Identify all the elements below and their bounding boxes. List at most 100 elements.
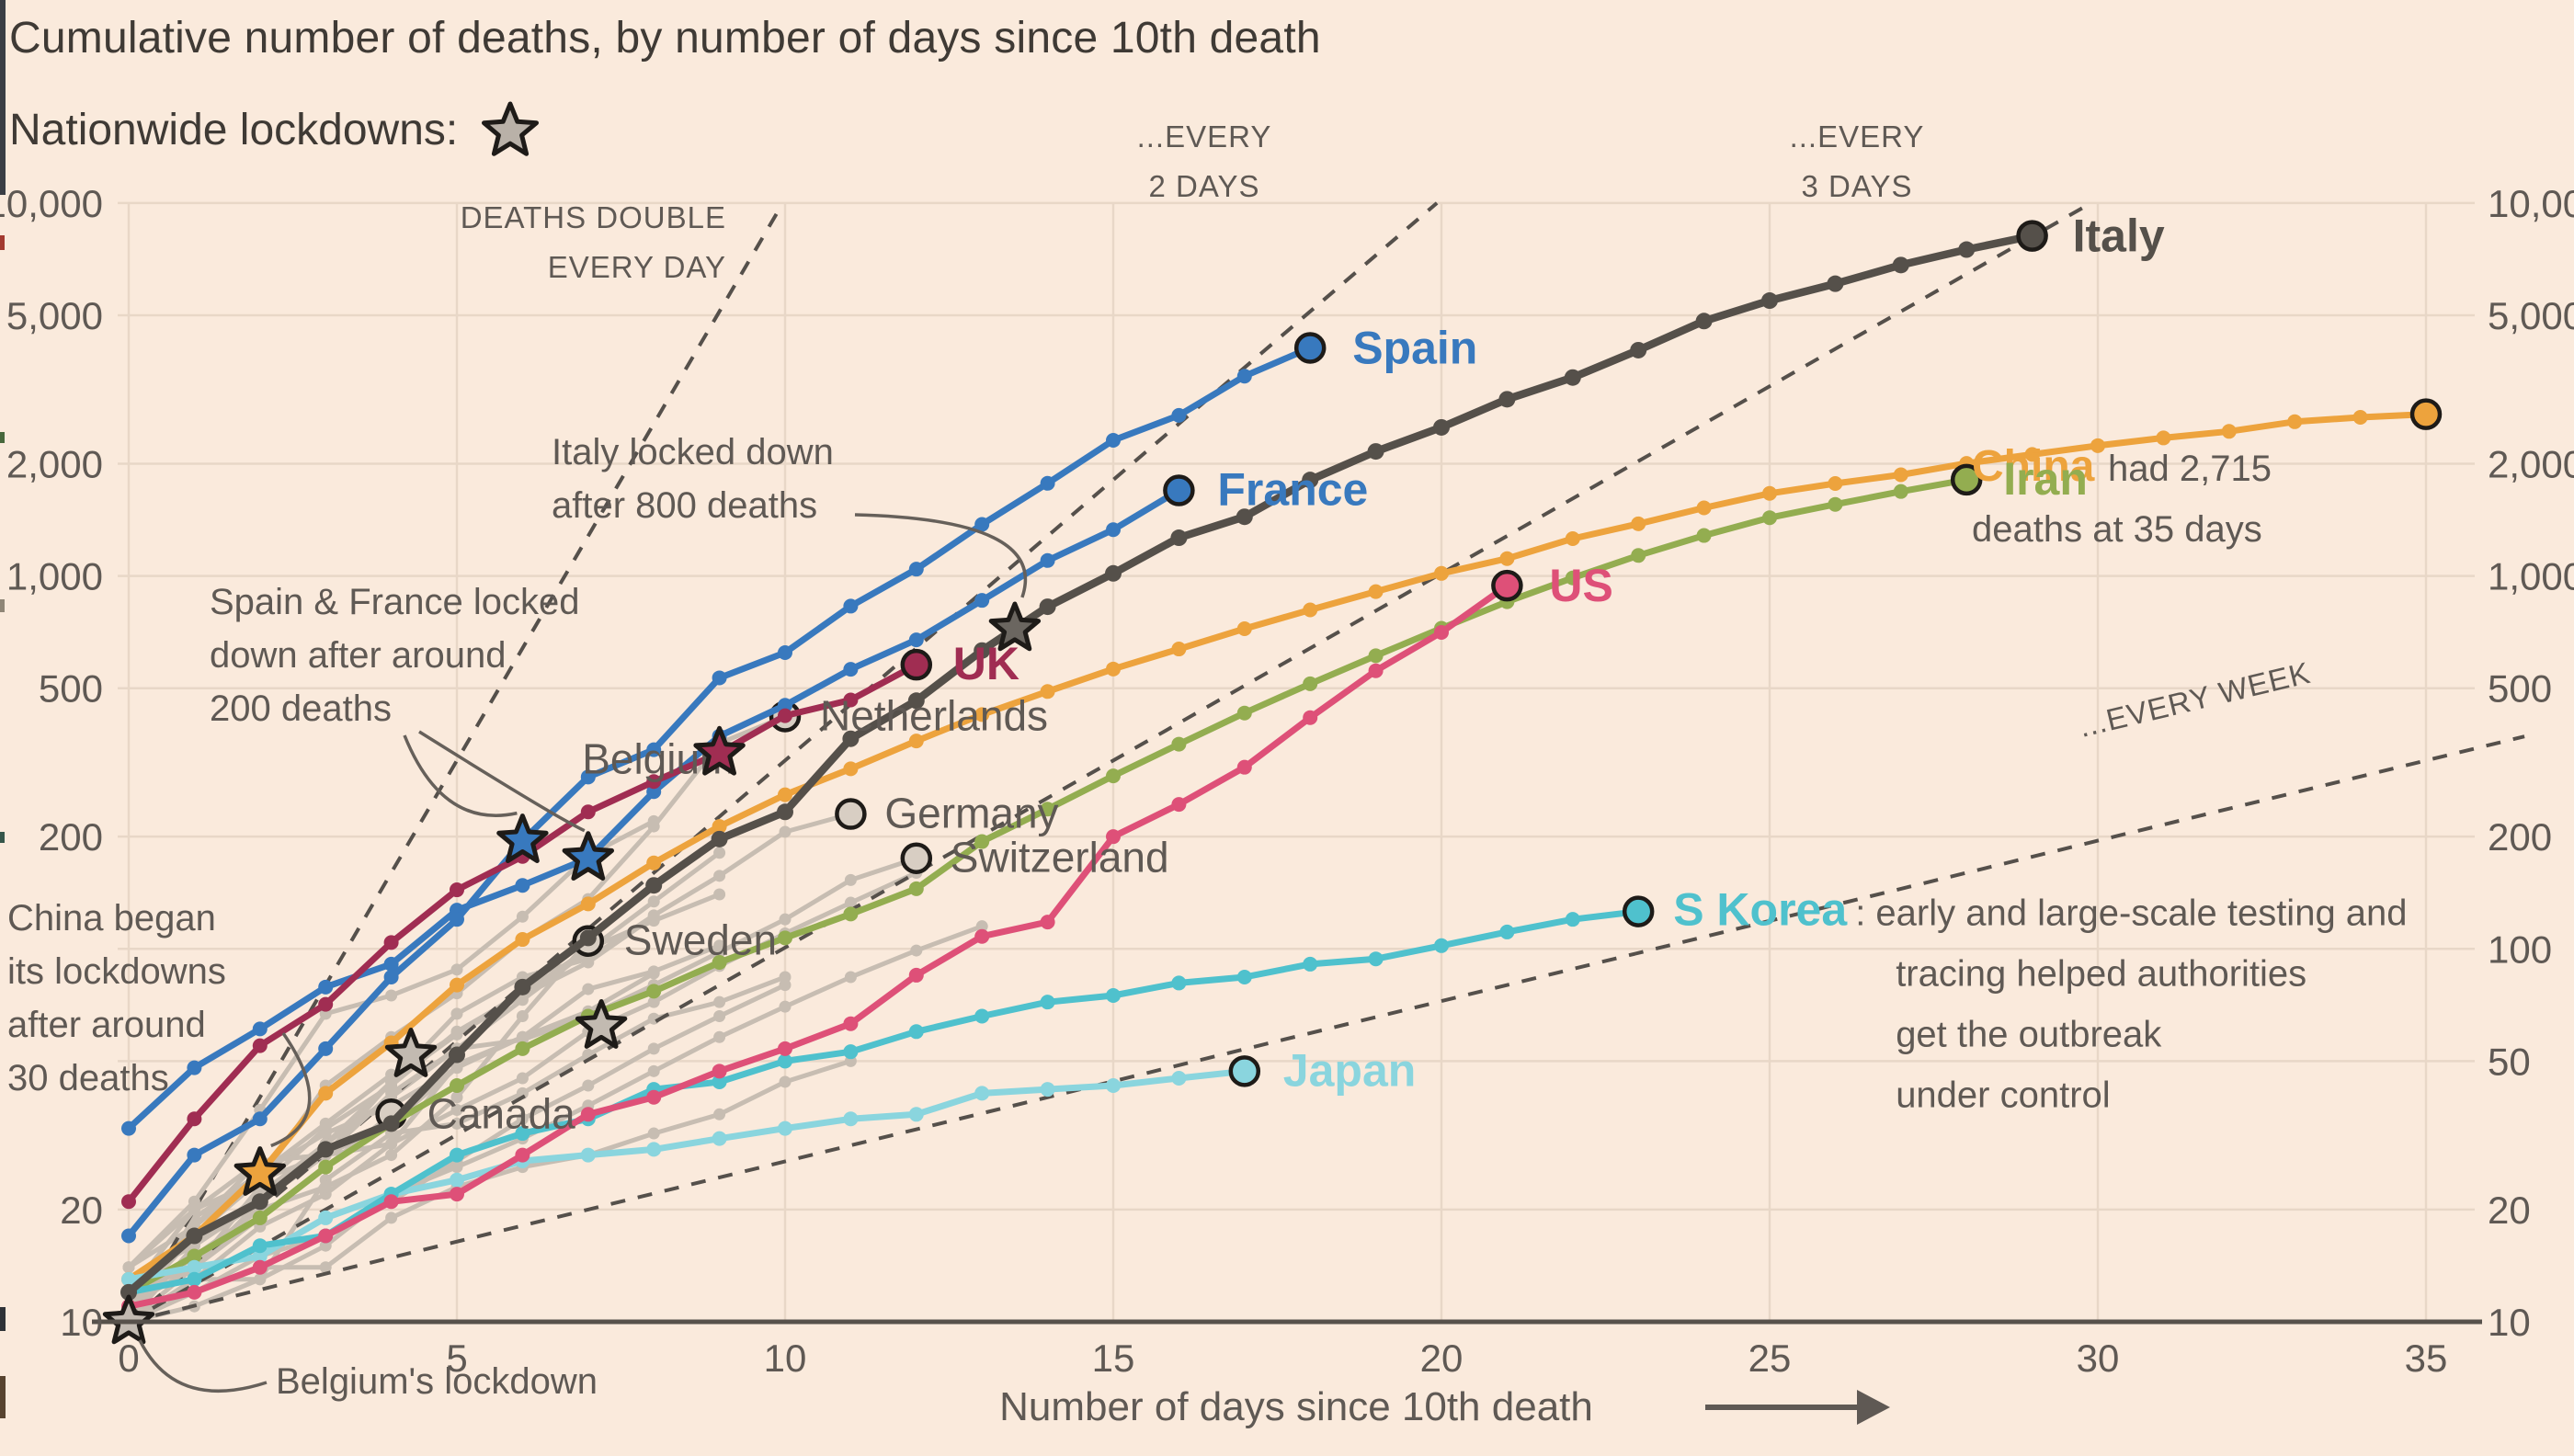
x-tick: 30 <box>2077 1337 2120 1380</box>
lockdown-star-spain <box>496 813 549 863</box>
line-italy <box>120 220 2048 1301</box>
annotation-text: 30 deaths <box>7 1058 169 1098</box>
doubling-label: DEATHS DOUBLE EVERY DAY <box>461 200 726 284</box>
label-us: US <box>1549 560 1612 611</box>
legend-row: Nationwide lockdowns: <box>9 96 544 164</box>
annotation-connector <box>418 730 586 833</box>
annotations: Italy locked down after 800 deaths Spain &… <box>7 432 1028 1402</box>
doubling-label-text: ...EVERY <box>1137 119 1272 154</box>
label-france: France <box>1217 464 1368 516</box>
annotation-connector <box>854 513 1028 598</box>
china-note-rest: had 2,715 <box>2108 449 2272 489</box>
x-tick: 35 <box>2405 1337 2448 1380</box>
line-uk <box>121 648 933 1210</box>
y-tick-right: 10 <box>2488 1301 2531 1344</box>
y-tick-right: 5,000 <box>2488 294 2574 337</box>
y-tick-left: 10 <box>60 1301 103 1344</box>
skorea-note-line4: under control <box>1896 1075 2110 1116</box>
lockdown-star-icon <box>482 101 540 156</box>
annotation-text: China began <box>7 898 216 938</box>
y-tick-right: 200 <box>2488 815 2552 859</box>
y-tick-left: 5,000 <box>6 294 103 337</box>
label-s-korea: S Korea <box>1673 884 1848 936</box>
y-tick-right: 10,000 <box>2488 182 2574 225</box>
end-dot-iran <box>1950 463 1983 496</box>
country-lines <box>120 220 2443 1314</box>
lockdown-stars <box>102 601 1042 1345</box>
end-dot-france <box>1163 474 1195 506</box>
legend-label: Nationwide lockdowns: <box>9 105 459 154</box>
skorea-note-line2: tracing helped authorities <box>1896 954 2306 995</box>
x-tick: 25 <box>1748 1337 1792 1380</box>
end-dot-japan <box>1228 1055 1261 1087</box>
y-tick-right: 20 <box>2488 1189 2531 1232</box>
annotation-text: after around <box>7 1005 206 1045</box>
y-tick-left: 200 <box>39 815 103 859</box>
screen-edge-artifact <box>0 1376 6 1418</box>
lockdown-star-france <box>562 831 614 881</box>
x-tick: 10 <box>764 1337 807 1380</box>
annotation-spain-france-lockdown: Spain & France locked down after around 20… <box>210 582 579 729</box>
annotation-text: Spain & France locked <box>210 582 579 622</box>
lockdown-star-italy <box>988 601 1042 652</box>
end-dot-germany <box>835 798 867 830</box>
y-tick-right: 50 <box>2488 1040 2531 1083</box>
label-italy: Italy <box>2073 210 2165 262</box>
doubling-label-text: 2 DAYS <box>1149 169 1260 203</box>
annotation-text: 200 deaths <box>210 688 392 729</box>
doubling-label: ...EVERY 3 DAYS <box>1790 119 1925 203</box>
label-switzerland: Switzerland <box>951 834 1169 882</box>
skorea-note-line1: : early and large-scale testing and <box>1855 893 2407 934</box>
annotation-connector <box>403 734 518 817</box>
y-tick-right: 500 <box>2488 667 2552 711</box>
end-dot-italy <box>2016 220 2048 252</box>
y-tick-left: 500 <box>39 667 103 711</box>
skorea-note-line3: get the outbreak <box>1896 1015 2162 1055</box>
lockdown-star-china <box>233 1146 286 1196</box>
label-netherlands: Netherlands <box>820 691 1048 739</box>
doubling-label-text: ...EVERY WEEK <box>2076 655 2314 744</box>
doubling-label: ...EVERY WEEK <box>2076 655 2314 744</box>
lockdown-star-belgium <box>102 1294 155 1345</box>
china-note-line2: deaths at 35 days <box>1972 509 2262 550</box>
label-sweden: Sweden <box>624 916 777 964</box>
chart-title: Cumulative number of deaths, by number o… <box>9 14 1321 63</box>
label-iran: Iran <box>2003 453 2088 505</box>
annotation-text: Italy locked down <box>552 432 834 472</box>
y-tick-left: 2,000 <box>6 442 103 485</box>
y-tick-right: 100 <box>2488 927 2552 971</box>
screen-edge-artifact <box>0 832 5 843</box>
label-spain: Spain <box>1352 322 1477 373</box>
label-uk: UK <box>953 638 1019 689</box>
screen-edge-artifact <box>0 599 5 612</box>
y-tick-right: 2,000 <box>2488 442 2574 485</box>
end-dot-spain <box>1293 332 1327 364</box>
x-tick: 20 <box>1420 1337 1464 1380</box>
x-tick: 5 <box>446 1337 467 1380</box>
end-dot-switzerland <box>900 842 933 874</box>
line-us <box>121 569 1523 1314</box>
screen-edge-artifact <box>0 0 6 195</box>
x-axis-label: Number of days since 10th death <box>999 1384 1593 1429</box>
lockdown-star-other <box>575 999 628 1049</box>
label-japan: Japan <box>1283 1044 1417 1096</box>
doubling-label-text: ...EVERY <box>1790 119 1925 154</box>
line-belgium <box>122 814 660 1274</box>
annotation-china-lockdown: China began its lockdowns after around 30 d… <box>7 898 226 1098</box>
x-tick: 0 <box>118 1337 139 1380</box>
doubling-label-text: EVERY DAY <box>548 250 726 284</box>
line-s-korea <box>121 895 1655 1300</box>
annotation-italy-lockdown: Italy locked down after 800 deaths <box>552 432 834 526</box>
doubling-label: ...EVERY 2 DAYS <box>1137 119 1272 203</box>
end-dot-china <box>2409 398 2443 430</box>
annotation-text: its lockdowns <box>7 951 226 992</box>
line-japan <box>121 1055 1261 1287</box>
y-tick-left: 10,000 <box>0 182 103 225</box>
y-tick-right: 1,000 <box>2488 555 2574 598</box>
end-dot-uk <box>900 648 933 681</box>
label-germany: Germany <box>884 790 1058 837</box>
doubling-label-text: DEATHS DOUBLE <box>461 200 726 234</box>
